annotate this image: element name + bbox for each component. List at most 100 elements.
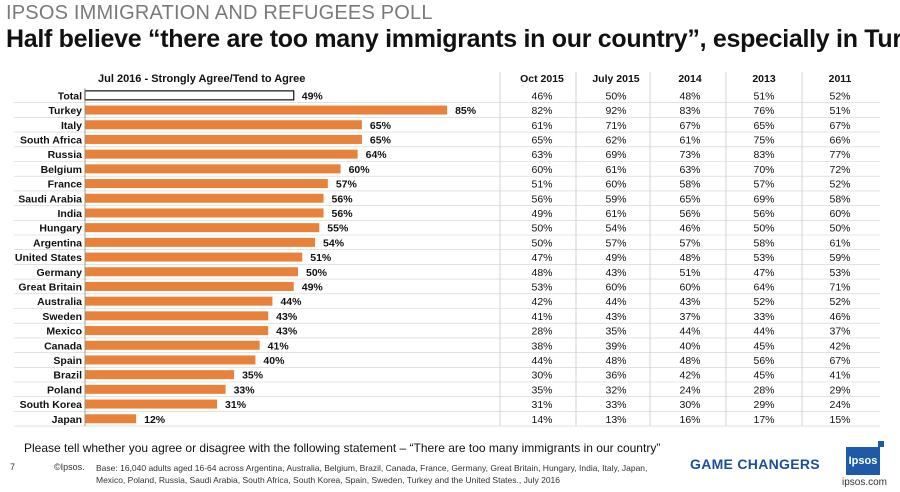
bar	[85, 120, 362, 130]
bar-total	[84, 90, 295, 101]
bar-value-label: 31%	[225, 399, 247, 411]
table-cell: 83%	[679, 105, 700, 117]
table-cell: 71%	[829, 281, 850, 293]
table-cell: 29%	[829, 384, 850, 396]
table-cell: 32%	[605, 384, 626, 396]
table-cell: 67%	[829, 355, 850, 367]
bar	[85, 149, 358, 159]
table-cell: 40%	[679, 340, 700, 352]
bar-value-label: 43%	[276, 311, 298, 323]
bar	[85, 193, 324, 203]
table-cell: 56%	[753, 355, 774, 367]
table-cell: 64%	[753, 281, 774, 293]
category-label: United States	[15, 252, 82, 264]
bar	[85, 252, 303, 262]
bar	[85, 340, 260, 350]
table-cell: 67%	[829, 120, 850, 132]
table-cell: 58%	[829, 193, 850, 205]
bar	[85, 281, 294, 291]
table-cell: 17%	[753, 414, 774, 426]
table-cell: 62%	[605, 134, 626, 146]
table-cell: 48%	[679, 355, 700, 367]
bar-value-label: 12%	[144, 414, 166, 426]
table-cell: 52%	[829, 179, 850, 191]
table-cell: 60%	[531, 164, 552, 176]
table-cell: 13%	[605, 414, 626, 426]
category-label: Spain	[53, 355, 82, 367]
table-cell: 51%	[531, 179, 552, 191]
table-cell: 45%	[753, 370, 774, 382]
table-cell: 51%	[753, 90, 774, 102]
bar	[85, 179, 328, 189]
table-cell: 43%	[605, 311, 626, 323]
category-label: South Africa	[20, 134, 82, 146]
table-cell: 49%	[531, 208, 552, 220]
site-url: ipsos.com	[842, 477, 888, 488]
bar-value-label: 49%	[302, 281, 324, 293]
category-label: Total	[58, 90, 82, 102]
bar-value-label: 50%	[306, 267, 328, 279]
table-cell: 63%	[531, 149, 552, 161]
table-cell: 67%	[679, 120, 700, 132]
table-cell: 35%	[531, 384, 552, 396]
table-cell: 37%	[679, 311, 700, 323]
bar	[85, 296, 273, 306]
table-cell: 30%	[679, 399, 700, 411]
bar	[85, 370, 235, 380]
table-cell: 49%	[605, 252, 626, 264]
bar-value-label: 41%	[268, 340, 290, 352]
bar	[85, 134, 362, 144]
bar-value-label: 33%	[234, 384, 256, 396]
table-cell: 44%	[753, 326, 774, 338]
table-cell: 60%	[605, 179, 626, 191]
table-cell: 52%	[829, 296, 850, 308]
table-cell: 15%	[829, 414, 850, 426]
table-cell: 44%	[531, 355, 552, 367]
category-label: France	[48, 179, 83, 191]
table-cell: 30%	[531, 370, 552, 382]
bar-value-label: 56%	[332, 193, 354, 205]
table-cell: 42%	[531, 296, 552, 308]
table-cell: 57%	[605, 237, 626, 249]
bar	[85, 326, 269, 336]
table-cell: 65%	[531, 134, 552, 146]
table-cell: 70%	[753, 164, 774, 176]
table-cell: 33%	[753, 311, 774, 323]
table-cell: 48%	[679, 90, 700, 102]
table-cell: 14%	[531, 414, 552, 426]
table-cell: 39%	[605, 340, 626, 352]
table-cell: 92%	[605, 105, 626, 117]
category-label: Great Britain	[18, 281, 82, 293]
table-cell: 47%	[531, 252, 552, 264]
table-cell: 41%	[829, 370, 850, 382]
col-header-2014: 2014	[678, 73, 702, 85]
table-cell: 66%	[829, 134, 850, 146]
col-header-2013: 2013	[752, 73, 776, 85]
col-header-july-2015: July 2015	[592, 73, 640, 85]
bar-value-label: 49%	[302, 90, 324, 102]
table-cell: 38%	[531, 340, 552, 352]
table-cell: 76%	[753, 105, 774, 117]
table-cell: 63%	[679, 164, 700, 176]
table-cell: 29%	[753, 399, 774, 411]
table-cell: 60%	[605, 281, 626, 293]
table-cell: 50%	[531, 223, 552, 235]
table-cell: 46%	[829, 311, 850, 323]
bar	[85, 223, 320, 233]
table-cell: 83%	[753, 149, 774, 161]
table-cell: 50%	[829, 223, 850, 235]
table-cell: 59%	[829, 252, 850, 264]
bar-value-label: 65%	[370, 134, 392, 146]
category-label: Russia	[48, 149, 83, 161]
table-cell: 42%	[679, 370, 700, 382]
table-cell: 65%	[679, 193, 700, 205]
logo-corner	[878, 441, 884, 447]
copyright: ©Ipsos.	[54, 462, 85, 472]
bar-value-label: 85%	[455, 105, 477, 117]
table-cell: 53%	[753, 252, 774, 264]
table-cell: 43%	[605, 267, 626, 279]
table-cell: 75%	[753, 134, 774, 146]
page-number: 7	[10, 462, 16, 472]
chart-title: IPSOS IMMIGRATION AND REFUGEES POLL	[6, 2, 433, 24]
table-cell: 56%	[753, 208, 774, 220]
